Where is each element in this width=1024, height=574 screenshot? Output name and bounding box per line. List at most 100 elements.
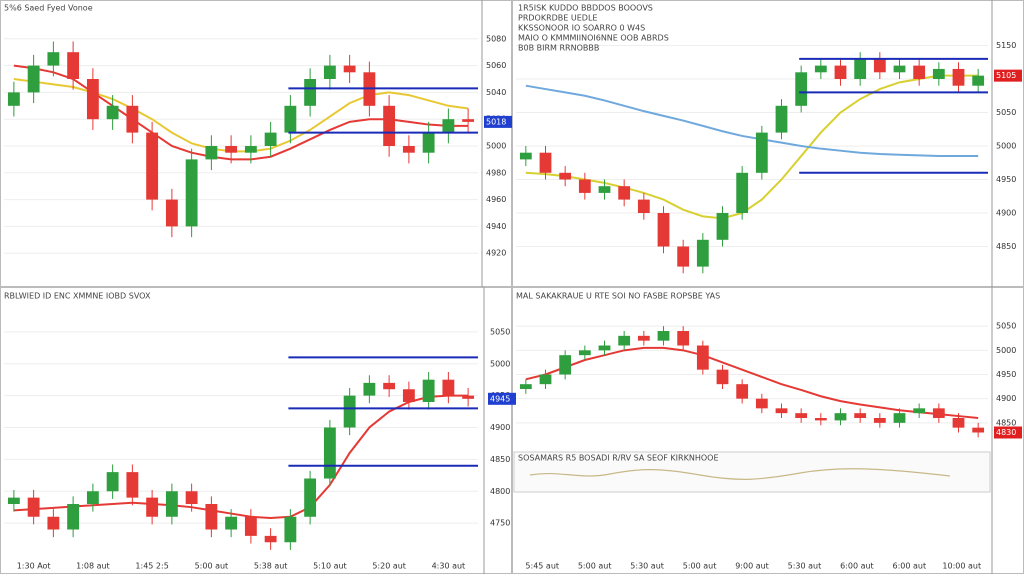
candle-body — [755, 398, 768, 409]
panel-frame — [0, 0, 512, 287]
candle-body — [972, 75, 985, 86]
candle-body — [86, 491, 99, 504]
candle-body — [323, 65, 336, 79]
candle-body — [27, 65, 40, 93]
candle-body — [284, 105, 297, 133]
y-tick-label: 5000 — [490, 359, 510, 368]
candle-body — [657, 213, 670, 247]
x-tick-label: 5:30 aut — [630, 562, 664, 571]
x-tick-label: 1:30 Aot — [17, 562, 51, 571]
y-tick-label: 4900 — [996, 209, 1016, 218]
candle-body — [67, 504, 80, 530]
chart-title: 1R5ISK KUDDO BBDDOS BOOOVS — [518, 4, 653, 13]
candle-body — [402, 146, 415, 153]
candle-body — [343, 65, 356, 73]
candle-body — [462, 119, 475, 122]
candle-body — [598, 345, 611, 351]
candle-body — [519, 152, 532, 160]
candle-body — [442, 379, 455, 396]
candle-body — [873, 58, 886, 73]
x-tick-label: 4:30 aut — [432, 562, 466, 571]
y-tick-label: 5000 — [996, 142, 1016, 151]
candle-body — [519, 384, 532, 389]
chart-title: 5%6 Saed Fyed Vonoe — [4, 4, 93, 13]
y-tick-label: 4960 — [486, 195, 506, 204]
y-tick-label: 5000 — [996, 346, 1016, 355]
candle-body — [86, 79, 99, 120]
y-tick-label: 4900 — [490, 423, 510, 432]
candle-body — [462, 395, 475, 399]
price-badge-label: 4945 — [490, 394, 510, 403]
candle-body — [716, 369, 729, 385]
candle-body — [383, 382, 396, 390]
candle-body — [343, 395, 356, 428]
candle-body — [834, 65, 847, 79]
candle-body — [775, 408, 788, 414]
candle-body — [834, 413, 847, 421]
x-tick-label: 5:45 aut — [525, 562, 559, 571]
candle-body — [126, 472, 139, 498]
chart-title: B0B BIRM RRNOBBB — [518, 44, 599, 53]
candle-body — [618, 335, 631, 346]
candle-body — [618, 186, 631, 200]
candle-body — [539, 374, 552, 385]
candle-body — [637, 335, 650, 341]
candle-body — [185, 491, 198, 504]
candle-body — [264, 535, 277, 543]
x-tick-label: 1:45 2:5 — [135, 562, 168, 571]
candle-body — [539, 152, 552, 173]
candle-body — [932, 408, 945, 418]
candle-body — [284, 516, 297, 543]
candle-body — [7, 497, 20, 504]
chart-title: RBLWIED ID ENC XMMNE IOBD SVOX — [4, 292, 151, 301]
candle-body — [952, 68, 965, 86]
candle-body — [363, 382, 376, 396]
candle-body — [755, 132, 768, 173]
candle-body — [578, 179, 591, 193]
y-tick-label: 4850 — [490, 455, 510, 464]
y-tick-label: 5060 — [486, 61, 506, 70]
candle-body — [913, 408, 926, 414]
candle-body — [7, 92, 20, 106]
candle-body — [814, 65, 827, 73]
price-badge — [484, 115, 512, 128]
y-tick-label: 5150 — [996, 41, 1016, 50]
y-tick-label: 5000 — [486, 142, 506, 151]
candle-body — [578, 350, 591, 356]
x-tick-label: 6:00 aut — [840, 562, 874, 571]
candle-body — [598, 186, 611, 193]
candle-body — [264, 132, 277, 146]
sub-panel-title: SOSAMARS R5 BOSADI R/RV SA SEOF KIRKNHOO… — [518, 454, 719, 463]
candle-body — [716, 213, 729, 240]
candle-body — [205, 504, 218, 530]
candle-body — [422, 379, 435, 402]
candle-body — [422, 132, 435, 153]
candle-body — [637, 199, 650, 213]
candle-body — [873, 418, 886, 423]
candle-body — [106, 105, 119, 120]
candle-body — [696, 239, 709, 267]
y-tick-label: 5050 — [996, 322, 1016, 331]
candle-body — [67, 52, 80, 79]
candle-body — [244, 516, 257, 536]
candle-body — [185, 159, 198, 227]
candle-body — [972, 427, 985, 433]
x-tick-label: 9:00 aut — [735, 562, 769, 571]
y-tick-label: 4850 — [996, 242, 1016, 251]
moving-average — [525, 346, 979, 419]
y-tick-label: 4950 — [996, 175, 1016, 184]
price-badge-label: 4830 — [996, 428, 1016, 437]
candle-body — [952, 418, 965, 428]
y-tick-label: 5050 — [490, 327, 510, 336]
x-tick-label: 5:00 aut — [683, 562, 717, 571]
candle-body — [244, 146, 257, 153]
y-tick-label: 4980 — [486, 168, 506, 177]
moving-average — [525, 74, 979, 220]
candle-body — [165, 199, 178, 227]
candle-body — [146, 132, 159, 200]
x-tick-label: 5:10 aut — [313, 562, 347, 571]
candle-body — [854, 413, 867, 418]
chart-title: MAIO O KMMMIINOI6NNE OOB ABRDS — [518, 34, 669, 43]
candle-body — [795, 413, 808, 418]
